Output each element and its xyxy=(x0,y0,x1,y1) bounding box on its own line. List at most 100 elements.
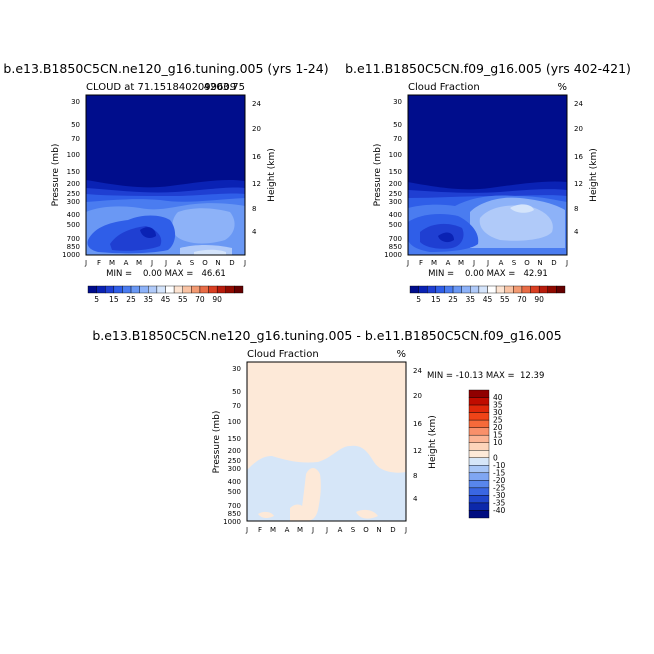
colorbar-label: -25 xyxy=(493,483,505,492)
x-tick-label: F xyxy=(419,259,423,267)
x-tick-label: J xyxy=(84,259,87,267)
colorbar-swatch xyxy=(468,465,490,474)
colorbar-label: -20 xyxy=(493,476,505,485)
colorbar-swatch xyxy=(225,285,235,294)
panel-c-positive-intrusion-3 xyxy=(258,511,274,519)
colorbar-label: 55 xyxy=(178,295,188,304)
x-tick-label: A xyxy=(499,259,504,267)
x-tick-label: O xyxy=(524,259,530,267)
colorbar-label: 35 xyxy=(144,295,154,304)
colorbar-swatch xyxy=(468,397,490,406)
colorbar-swatch xyxy=(199,285,209,294)
x-tick-label: S xyxy=(512,259,517,267)
panel-b-y-ticks-right: 24 20 16 12 8 4 xyxy=(574,100,583,236)
colorbar-label: 70 xyxy=(517,295,527,304)
y-tick-label: 500 xyxy=(389,221,402,229)
colorbar-swatch xyxy=(468,480,490,489)
colorbar-label: 35 xyxy=(466,295,476,304)
x-tick-label: A xyxy=(177,259,182,267)
panel-a-low-cloud-core-3 xyxy=(140,227,156,238)
height-tick-label: 12 xyxy=(413,447,422,455)
colorbar-swatch xyxy=(427,285,437,294)
y-tick-label: 250 xyxy=(67,190,80,198)
colorbar-label: 25 xyxy=(493,416,503,425)
panel-c-x-ticks: J F M A M J J A S O N D J xyxy=(245,526,407,534)
panel-b-contour-level-6 xyxy=(479,205,553,241)
colorbar-swatch xyxy=(468,427,490,436)
panel-b-contour-level-7 xyxy=(510,204,534,213)
panel-c-y-ticks-left: 30 50 70 100 150 200 250 300 400 500 700… xyxy=(223,365,241,526)
y-tick-label: 400 xyxy=(67,211,80,219)
colorbar-label: 35 xyxy=(493,401,503,410)
y-tick-label: 50 xyxy=(71,121,80,129)
colorbar-swatch xyxy=(435,285,445,294)
panel-b-ylabel: Pressure (mb) xyxy=(373,144,383,207)
y-tick-label: 700 xyxy=(228,502,241,510)
colorbar-swatch xyxy=(452,285,462,294)
colorbar-swatch xyxy=(182,285,192,294)
colorbar-swatch xyxy=(173,285,183,294)
colorbar-swatch xyxy=(148,285,158,294)
colorbar-label: 55 xyxy=(500,295,510,304)
colorbar-swatch xyxy=(234,285,244,294)
colorbar-label: -30 xyxy=(493,491,505,500)
x-tick-label: J xyxy=(164,259,167,267)
colorbar-swatch xyxy=(216,285,226,294)
colorbar-swatch xyxy=(468,442,490,451)
y-tick-label: 1000 xyxy=(384,251,402,259)
colorbar-swatch xyxy=(470,285,480,294)
panel-b-subtitle-right: % xyxy=(557,82,567,93)
colorbar-label: 5 xyxy=(416,295,421,304)
x-tick-label: D xyxy=(229,259,234,267)
y-tick-label: 50 xyxy=(232,388,241,396)
colorbar-label: 15 xyxy=(493,431,503,440)
colorbar-swatch xyxy=(468,487,490,496)
colorbar-label: 20 xyxy=(493,423,503,432)
x-tick-label: N xyxy=(537,259,542,267)
colorbar-swatch xyxy=(468,495,490,504)
panel-b-subtitle-left: Cloud Fraction xyxy=(408,82,480,93)
colorbar-swatch xyxy=(139,285,149,294)
y-tick-label: 70 xyxy=(71,135,80,143)
y-tick-label: 30 xyxy=(393,98,402,106)
colorbar-swatch xyxy=(105,285,115,294)
colorbar-swatch xyxy=(409,285,419,294)
y-tick-label: 100 xyxy=(228,418,241,426)
colorbar-label: 10 xyxy=(493,438,503,447)
panel-b-contour-field xyxy=(408,95,567,255)
x-tick-label: F xyxy=(97,259,101,267)
colorbar-swatch xyxy=(468,412,490,421)
colorbar-label: 30 xyxy=(493,408,503,417)
x-tick-label: J xyxy=(150,259,153,267)
x-tick-label: J xyxy=(565,259,568,267)
colorbar-swatch xyxy=(191,285,201,294)
panel-a-colorbar: 5 15 25 35 45 55 70 90 xyxy=(87,285,244,304)
height-tick-label: 16 xyxy=(413,420,422,428)
y-tick-label: 30 xyxy=(71,98,80,106)
colorbar-label: 45 xyxy=(483,295,493,304)
y-tick-label: 30 xyxy=(232,365,241,373)
y-tick-label: 70 xyxy=(232,402,241,410)
y-tick-label: 300 xyxy=(228,465,241,473)
x-tick-label: S xyxy=(190,259,195,267)
y-tick-label: 300 xyxy=(67,198,80,206)
panel-c-ylabel: Pressure (mb) xyxy=(212,411,222,474)
colorbar-label: 15 xyxy=(431,295,441,304)
colorbar-swatch xyxy=(556,285,566,294)
panel-b-x-ticks: J F M A M J J A S O N D J xyxy=(406,259,568,267)
colorbar-label: -10 xyxy=(493,461,505,470)
x-tick-label: D xyxy=(551,259,556,267)
panel-b-min-max: MIN = 0.00 MAX = 42.91 xyxy=(428,269,548,279)
panel-a-ylabel: Pressure (mb) xyxy=(51,144,61,207)
colorbar-swatch xyxy=(547,285,557,294)
height-tick-label: 24 xyxy=(413,367,422,375)
y-tick-label: 150 xyxy=(228,435,241,443)
colorbar-label: -40 xyxy=(493,506,505,515)
x-tick-label: J xyxy=(311,526,314,534)
x-tick-label: J xyxy=(325,526,328,534)
y-tick-label: 700 xyxy=(67,235,80,243)
panel-a-min-max: MIN = 0.00 MAX = 46.61 xyxy=(106,269,226,279)
panel-a-subtitle-right: 4203.75 xyxy=(204,82,245,93)
colorbar-swatch xyxy=(468,502,490,511)
height-tick-label: 20 xyxy=(252,125,261,133)
